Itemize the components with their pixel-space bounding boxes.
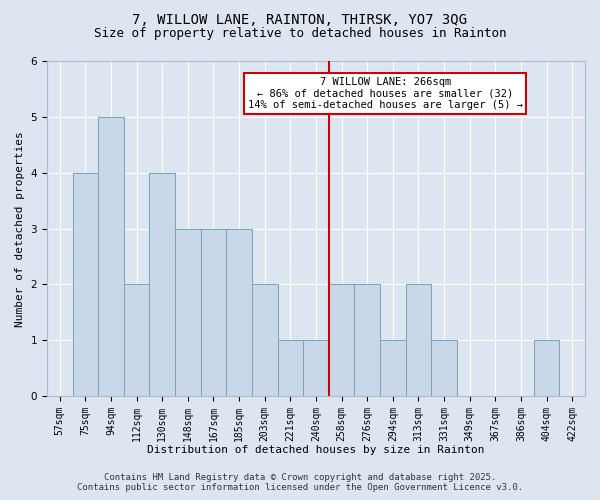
Bar bbox=[329, 284, 355, 396]
Bar bbox=[226, 228, 252, 396]
Text: Size of property relative to detached houses in Rainton: Size of property relative to detached ho… bbox=[94, 28, 506, 40]
Bar bbox=[252, 284, 278, 396]
Bar bbox=[98, 117, 124, 396]
X-axis label: Distribution of detached houses by size in Rainton: Distribution of detached houses by size … bbox=[147, 445, 485, 455]
Bar bbox=[278, 340, 303, 396]
Text: 7 WILLOW LANE: 266sqm
← 86% of detached houses are smaller (32)
14% of semi-deta: 7 WILLOW LANE: 266sqm ← 86% of detached … bbox=[248, 77, 523, 110]
Bar bbox=[431, 340, 457, 396]
Bar bbox=[200, 228, 226, 396]
Bar bbox=[355, 284, 380, 396]
Bar bbox=[124, 284, 149, 396]
Bar bbox=[380, 340, 406, 396]
Text: 7, WILLOW LANE, RAINTON, THIRSK, YO7 3QG: 7, WILLOW LANE, RAINTON, THIRSK, YO7 3QG bbox=[133, 12, 467, 26]
Y-axis label: Number of detached properties: Number of detached properties bbox=[15, 131, 25, 326]
Bar bbox=[175, 228, 200, 396]
Bar bbox=[534, 340, 559, 396]
Text: Contains HM Land Registry data © Crown copyright and database right 2025.
Contai: Contains HM Land Registry data © Crown c… bbox=[77, 473, 523, 492]
Bar bbox=[303, 340, 329, 396]
Bar bbox=[73, 173, 98, 396]
Bar bbox=[149, 173, 175, 396]
Bar bbox=[406, 284, 431, 396]
